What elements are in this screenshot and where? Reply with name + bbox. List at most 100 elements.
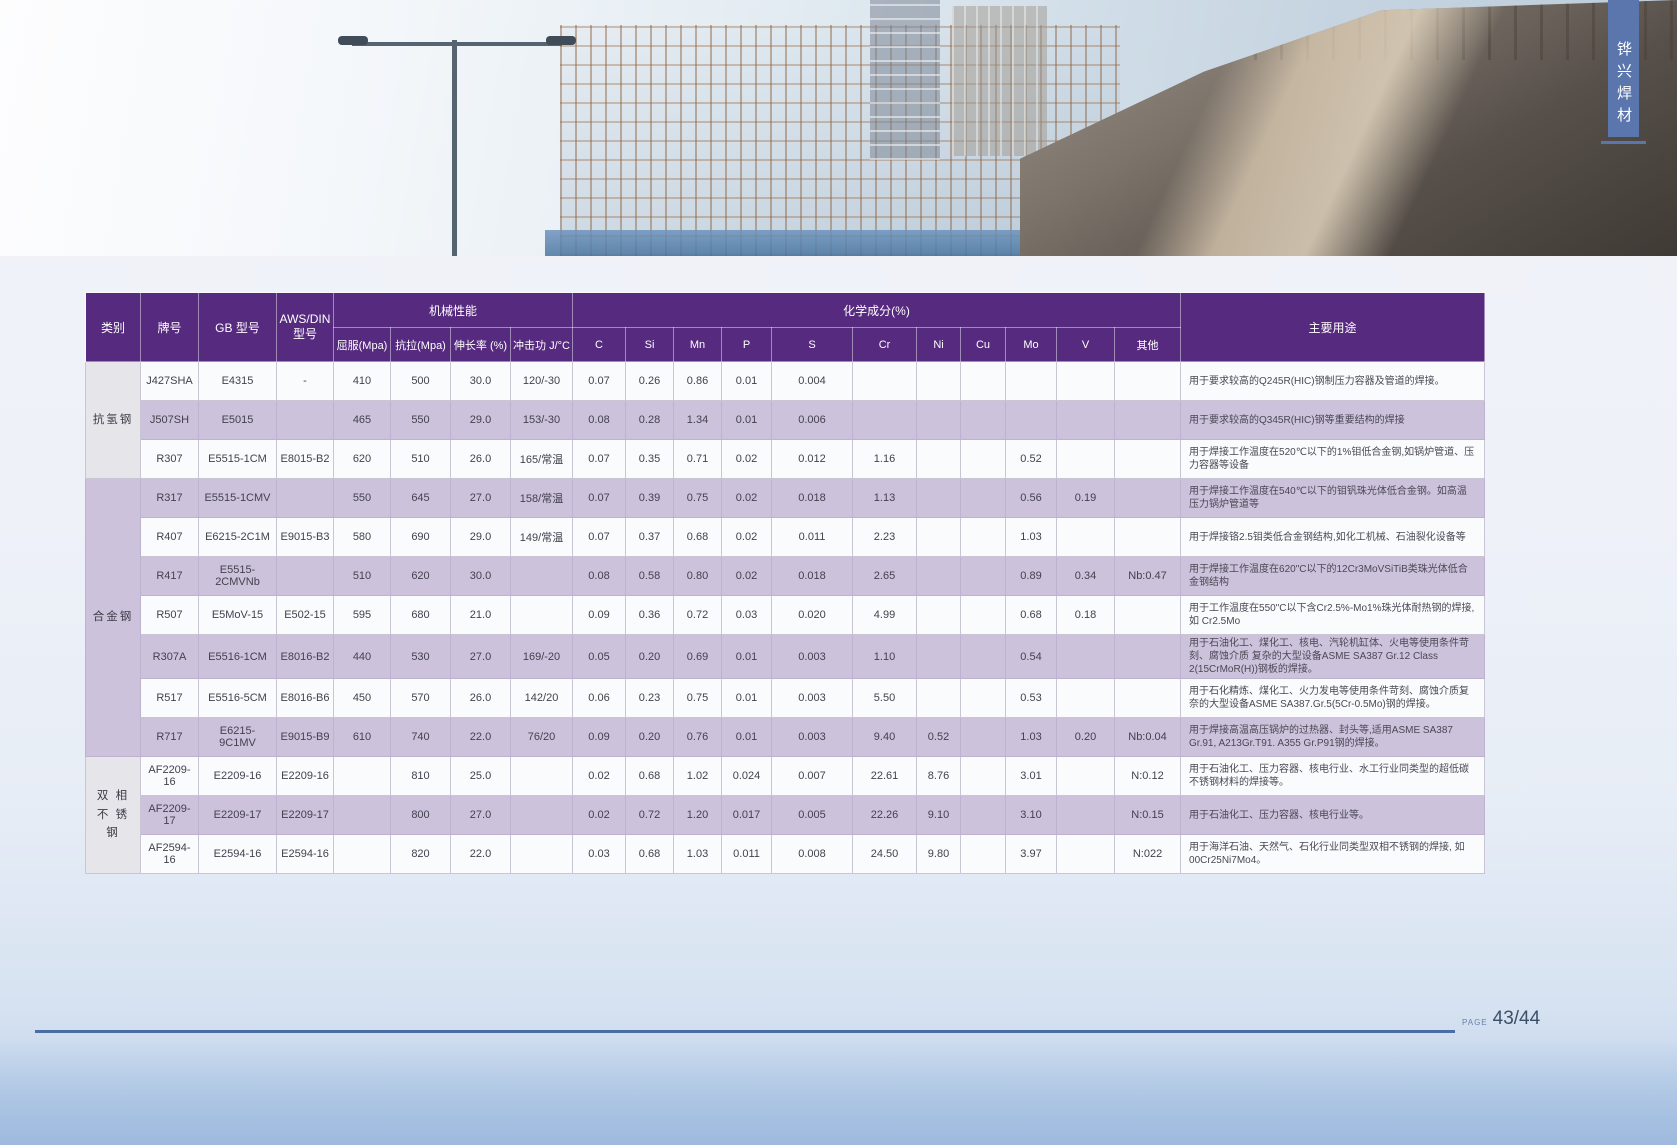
cell-brand: R307A: [140, 634, 199, 679]
cell-chem-cr: 9.40: [852, 717, 918, 757]
cell-chem-cr: 1.16: [852, 439, 918, 479]
cell-brand: J507SH: [140, 400, 199, 440]
cell-chem-c: 0.08: [572, 400, 627, 440]
col-header-mechanical: 机械性能: [332, 292, 574, 328]
cell-chem-mn: 1.34: [673, 400, 723, 440]
cell-elongation: 27.0: [450, 795, 511, 835]
cell-aws-din: E9015-B3: [276, 517, 334, 557]
cell-chem-s: 0.004: [771, 361, 854, 401]
cell-gb-model: E6215-2C1M: [198, 517, 277, 557]
cell-chem-cr: [852, 361, 918, 401]
cell-chem-cu: [960, 756, 1007, 796]
table-row: R717 E6215-9C1MV E9015-B9 610 740 22.0 76/20 0.…: [86, 717, 1486, 757]
cell-tensile-mpa: 620: [390, 556, 451, 596]
cell-chem-mo: 0.53: [1005, 678, 1058, 718]
cell-chem-si: 0.20: [625, 717, 675, 757]
cell-chem-si: 0.36: [625, 595, 675, 635]
cell-chem-p: 0.011: [721, 834, 773, 874]
cell-usage: 用于石油化工、压力容器、核电行业等。: [1180, 795, 1486, 835]
table-row: R307 E5515-1CM E8015-B2 620 510 26.0 165/常温 0.0…: [86, 439, 1486, 479]
cell-tensile-mpa: 550: [390, 400, 451, 440]
street-lamp-arm: [352, 42, 562, 46]
cell-chem-other: Nb:0.04: [1114, 717, 1182, 757]
cell-impact: [509, 595, 574, 635]
cell-chem-ni: 0.52: [916, 717, 962, 757]
cell-chem-other: [1114, 439, 1182, 479]
cell-elongation: 29.0: [450, 400, 511, 440]
cell-gb-model: E6215-9C1MV: [198, 717, 277, 757]
cell-gb-model: E5515-1CMV: [198, 478, 277, 518]
cell-chem-other: Nb:0.47: [1114, 556, 1182, 596]
cell-tensile-mpa: 530: [390, 634, 451, 679]
column-header: Cr: [852, 327, 918, 362]
cell-chem-mo: 0.52: [1005, 439, 1058, 479]
cell-chem-c: 0.09: [572, 717, 627, 757]
cell-chem-s: 0.008: [771, 834, 854, 874]
category-cell: 合金钢: [85, 478, 141, 757]
cell-yield-mpa: [333, 834, 391, 874]
table-row: R417 E5515-2CMVNb 510 620 30.0 0.08 0.58 0.80 0.…: [86, 556, 1486, 596]
cell-chem-cu: [960, 361, 1007, 401]
cell-elongation: 29.0: [450, 517, 511, 557]
cell-chem-mn: 0.86: [673, 361, 723, 401]
cell-chem-cr: 2.23: [852, 517, 918, 557]
cell-chem-mn: 1.20: [673, 795, 723, 835]
cell-yield-mpa: 620: [333, 439, 391, 479]
cell-brand: AF2209-17: [140, 795, 199, 835]
cell-chem-v: [1056, 795, 1116, 835]
cell-chem-mo: 3.97: [1005, 834, 1058, 874]
cell-impact: 158/常温: [509, 478, 574, 518]
cell-chem-v: [1056, 439, 1116, 479]
cell-brand: R507: [140, 595, 199, 635]
cell-chem-mo: 3.10: [1005, 795, 1058, 835]
cell-elongation: 30.0: [450, 556, 511, 596]
street-lamp-pole: [452, 40, 457, 256]
cell-chem-mn: 0.71: [673, 439, 723, 479]
cell-chem-other: N:0.12: [1114, 756, 1182, 796]
cell-yield-mpa: 610: [333, 717, 391, 757]
cell-brand: AF2594-16: [140, 834, 199, 874]
cell-chem-cu: [960, 678, 1007, 718]
cell-tensile-mpa: 500: [390, 361, 451, 401]
cell-chem-other: [1114, 478, 1182, 518]
cell-chem-p: 0.02: [721, 517, 773, 557]
cell-chem-s: 0.020: [771, 595, 854, 635]
page-label: PAGE: [1462, 1018, 1488, 1027]
cell-brand: AF2209-16: [140, 756, 199, 796]
cell-chem-s: 0.018: [771, 556, 854, 596]
cell-brand: R517: [140, 678, 199, 718]
cell-chem-v: [1056, 361, 1116, 401]
cell-chem-ni: 9.80: [916, 834, 962, 874]
table-row: R517 E5516-5CM E8016-B6 450 570 26.0 142/20 0.0…: [86, 678, 1486, 718]
column-header: 抗拉(Mpa): [390, 327, 451, 362]
cell-chem-s: 0.018: [771, 478, 854, 518]
cell-aws-din: E502-15: [276, 595, 334, 635]
col-header-category: 类别: [85, 292, 141, 362]
cell-chem-si: 0.20: [625, 634, 675, 679]
cell-chem-cu: [960, 400, 1007, 440]
cell-chem-c: 0.02: [572, 795, 627, 835]
cell-chem-p: 0.024: [721, 756, 773, 796]
cell-tensile-mpa: 810: [390, 756, 451, 796]
street-lamp-head: [338, 36, 368, 45]
column-header: 伸长率 (%): [450, 327, 511, 362]
cell-chem-si: 0.68: [625, 756, 675, 796]
col-header-brand: 牌号: [140, 292, 199, 362]
cell-impact: 153/-30: [509, 400, 574, 440]
cell-impact: 165/常温: [509, 439, 574, 479]
cell-chem-s: 0.012: [771, 439, 854, 479]
cell-impact: [509, 795, 574, 835]
cell-aws-din: [276, 556, 334, 596]
col-header-aws-din: AWS/DIN 型号: [276, 292, 334, 362]
cell-chem-v: [1056, 834, 1116, 874]
cell-yield-mpa: 595: [333, 595, 391, 635]
cell-chem-p: 0.02: [721, 556, 773, 596]
cell-brand: J427SHA: [140, 361, 199, 401]
cell-gb-model: E2594-16: [198, 834, 277, 874]
page-indicator: PAGE 43/44: [1462, 1008, 1540, 1030]
table-row: 双 相 不 锈 钢 AF2209-16 E2209-16 E2209-16 810 25.…: [85, 756, 1486, 874]
cell-chem-mo: 0.68: [1005, 595, 1058, 635]
cell-chem-si: 0.72: [625, 795, 675, 835]
cell-chem-v: [1056, 517, 1116, 557]
cell-chem-other: N:022: [1114, 834, 1182, 874]
